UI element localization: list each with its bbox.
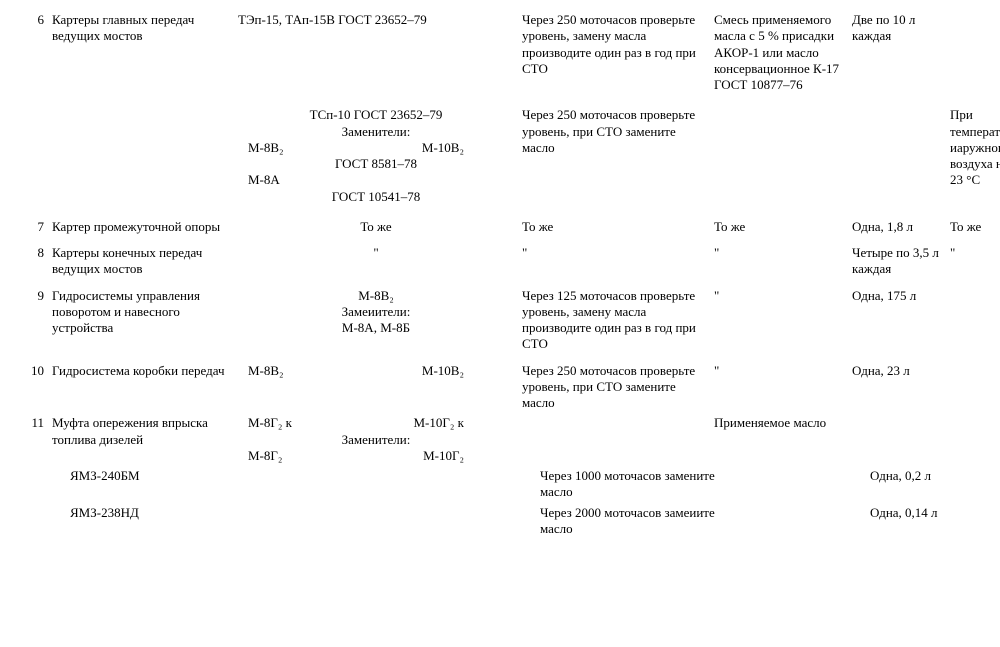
row-qty: Четыре по 3,5 л каждая xyxy=(852,245,950,278)
row-qty: Две по 10 л каждая xyxy=(852,12,950,45)
table-row: ТСп-10 ГОСТ 23652–79 Заменители: М-8В₂ М… xyxy=(8,107,992,205)
oil-line: М-8Г₂ М-10Г₂ xyxy=(238,448,514,464)
row-number: 10 xyxy=(8,363,52,379)
row-qty: Одна, 0,14 л xyxy=(870,505,968,521)
row-qty: Одна, 175 л xyxy=(852,288,950,304)
row-maint: То же xyxy=(522,219,714,235)
row-name: ЯМЗ-240БМ xyxy=(52,468,256,484)
row-maint: " xyxy=(522,245,714,261)
row-cons: Смесь применяемого масла с 5 % присадки … xyxy=(714,12,852,93)
oil-left: М-8В₂ xyxy=(248,140,284,156)
row-number: 11 xyxy=(8,415,52,431)
row-cons: " xyxy=(714,288,852,304)
row-note: " xyxy=(950,245,1000,261)
row-number: 9 xyxy=(8,288,52,304)
oil-line: Замеиители: xyxy=(238,304,514,320)
row-note: То же xyxy=(950,219,1000,235)
row-name: Гидросистема коробки передач xyxy=(52,363,238,379)
row-name: Муфта опережения впрыска топлива дизелей xyxy=(52,415,238,448)
oil-line: М-8А, М-8Б xyxy=(238,320,514,336)
row-cons: " xyxy=(714,245,852,261)
table-row: 9 Гидросистемы управления поворотом и на… xyxy=(8,288,992,353)
row-oil: М-8В₂ Замеиители: М-8А, М-8Б xyxy=(238,288,522,337)
oil-left: М-8В₂ xyxy=(248,363,284,379)
table-row: ЯМЗ-238НД Через 2000 моточасов замеиите … xyxy=(8,505,992,538)
row-number: 8 xyxy=(8,245,52,261)
row-qty: Одна, 23 л xyxy=(852,363,950,379)
row-oil: М-8Г₂ к М-10Г₂ к Заменители: М-8Г₂ М-10Г… xyxy=(238,415,522,464)
table-row: 7 Картер промежуточной опоры То же То же… xyxy=(8,219,992,235)
row-number: 7 xyxy=(8,219,52,235)
row-qty: Одна, 1,8 л xyxy=(852,219,950,235)
table-row: 8 Картеры конечных передач ведущих мосто… xyxy=(8,245,992,278)
row-maint: Через 250 моточасов проверьте уровень, п… xyxy=(522,363,714,412)
row-oil: ТСп-10 ГОСТ 23652–79 Заменители: М-8В₂ М… xyxy=(238,107,522,205)
oil-left: М-8Г₂ к xyxy=(248,415,292,431)
oil-line: М-8В₂ xyxy=(238,288,514,304)
row-name: Гидросистемы управления поворотом и наве… xyxy=(52,288,238,337)
oil-line: М-8А xyxy=(238,172,514,188)
row-maint: Через 125 моточасов проверьте уровень, з… xyxy=(522,288,714,353)
oil-line: М-8В₂ М-10В₂ xyxy=(238,140,514,156)
row-cons: То же xyxy=(714,219,852,235)
row-maint: Через 250 моточасов проверьте уровень, п… xyxy=(522,107,714,156)
row-maint: Через 250 моточасов проверьте уровень, з… xyxy=(522,12,714,77)
oil-right: М-10Г₂ xyxy=(423,448,464,464)
row-maint: Через 1000 моточасов замените масло xyxy=(540,468,732,501)
row-number: 6 xyxy=(8,12,52,28)
oil-line: ГОСТ 8581–78 xyxy=(238,156,514,172)
row-qty: Одна, 0,2 л xyxy=(870,468,968,484)
row-name: Картеры главных передач ведущих мостов xyxy=(52,12,238,45)
oil-line: ГОСТ 10541–78 xyxy=(238,189,514,205)
oil-line: ТСп-10 ГОСТ 23652–79 xyxy=(238,107,514,123)
page: 6 Картеры главных передач ведущих мостов… xyxy=(0,0,1000,647)
table-row: ЯМЗ-240БМ Через 1000 моточасов замените … xyxy=(8,468,992,501)
oil-left: М-8А xyxy=(248,172,280,188)
oil-right: М-10Г₂ к xyxy=(413,415,464,431)
row-cons: Применяемое масло xyxy=(714,415,852,431)
row-maint: Через 2000 моточасов замеиите масло xyxy=(540,505,732,538)
table-row: 11 Муфта опережения впрыска топлива дизе… xyxy=(8,415,992,464)
table-row: 10 Гидросистема коробки передач М-8В₂ М-… xyxy=(8,363,992,412)
table-row: 6 Картеры главных передач ведущих мостов… xyxy=(8,12,992,93)
oil-line: М-8В₂ М-10В₂ xyxy=(238,363,514,379)
oil-left: М-8Г₂ xyxy=(248,448,282,464)
row-oil: М-8В₂ М-10В₂ xyxy=(238,363,522,379)
row-name: Картер промежуточной опоры xyxy=(52,219,238,235)
oil-right: М-10В₂ xyxy=(422,363,464,379)
oil-line: Заменители: xyxy=(238,124,514,140)
oil-line: М-8Г₂ к М-10Г₂ к xyxy=(238,415,514,431)
oil-right: М-10В₂ xyxy=(422,140,464,156)
row-cons: " xyxy=(714,363,852,379)
row-oil: То же xyxy=(238,219,522,235)
row-name: Картеры конечных передач ведущих мостов xyxy=(52,245,238,278)
row-oil: ТЭп-15, ТАп-15В ГОСТ 23652–79 xyxy=(238,12,522,28)
row-note: При температуре иаружного воздуха ниже –… xyxy=(950,107,1000,188)
row-name: ЯМЗ-238НД xyxy=(52,505,256,521)
row-oil: " xyxy=(238,245,522,261)
oil-line: Заменители: xyxy=(238,432,514,448)
